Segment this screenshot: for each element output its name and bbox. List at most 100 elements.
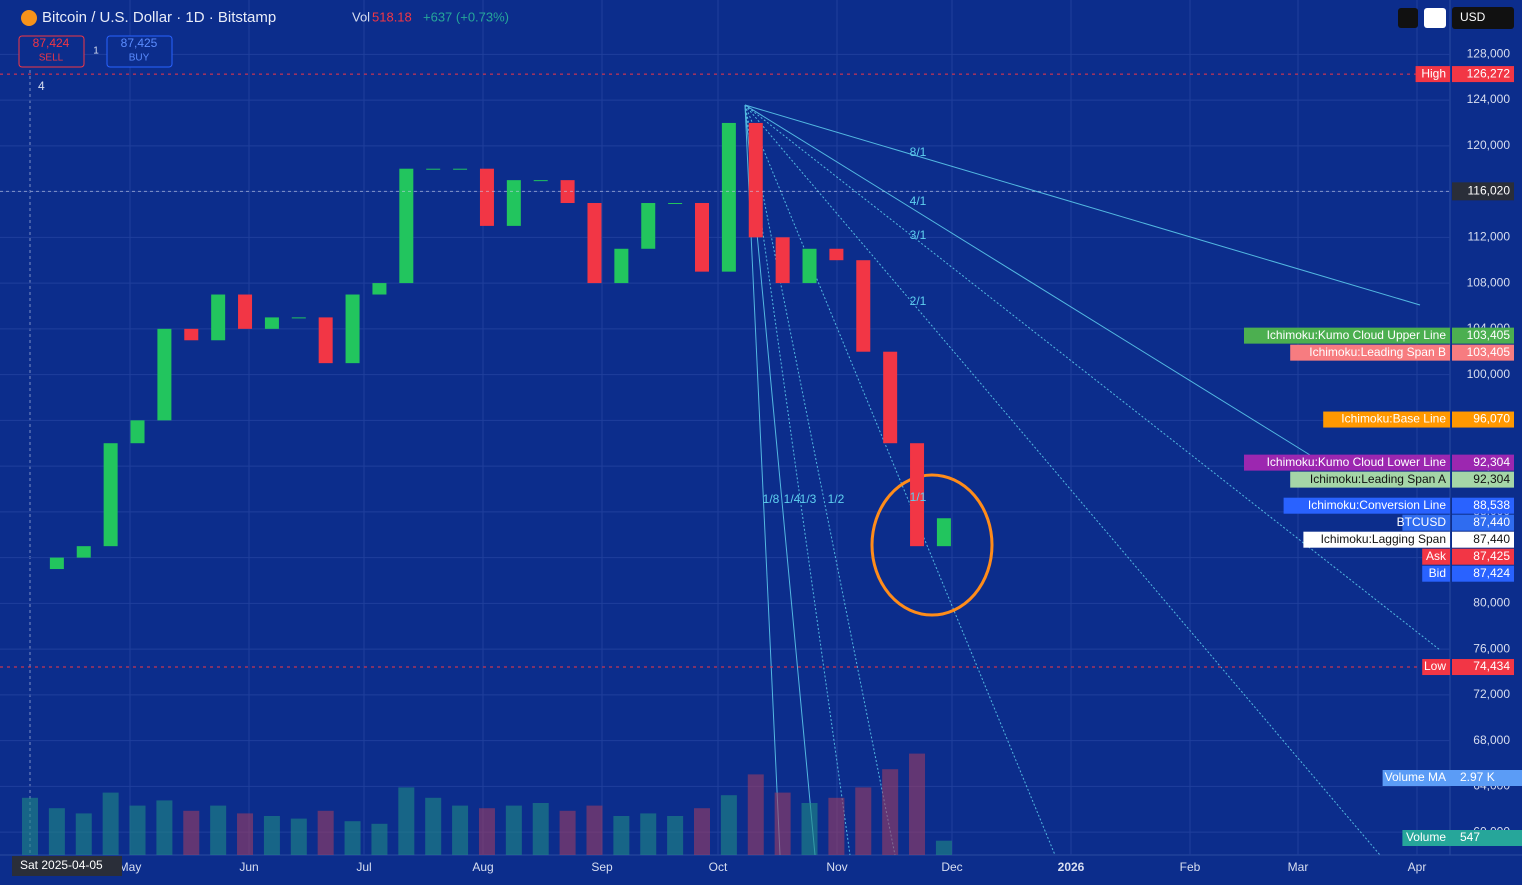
volume-bar (667, 816, 684, 855)
volume-bar (371, 823, 388, 855)
badge-label: Ichimoku:Conversion Line (1308, 498, 1446, 512)
badge-value-bg (1452, 531, 1514, 548)
badge-label-bg (1283, 497, 1450, 514)
badge-label-bg (1422, 659, 1450, 676)
badge-label: BTCUSD (1397, 515, 1447, 529)
y-tick-label: 112,000 (1468, 230, 1511, 244)
volume-bar (586, 805, 603, 855)
candle-body (829, 248, 844, 261)
x-tick-label: Mar (1288, 860, 1309, 874)
y-tick-label: 100,000 (1467, 367, 1511, 381)
fan-line (744, 104, 1311, 456)
candle-body (695, 203, 709, 272)
candle-body (184, 328, 199, 341)
volume-bar (129, 805, 146, 855)
badge-value-bg (1452, 659, 1514, 676)
volume-bar (559, 810, 576, 855)
volume-bar (452, 805, 469, 855)
volume-badge-bg (1402, 830, 1522, 846)
volume-bar (640, 813, 657, 855)
volume-bar (828, 797, 845, 855)
fan-label: 4/1 (910, 194, 927, 208)
badge-value-bg (1452, 66, 1514, 83)
badge-label: Ichimoku:Leading Span B (1309, 345, 1446, 359)
volume-bar (75, 813, 92, 855)
candle-body (426, 168, 441, 170)
badge-value-bg (1452, 497, 1514, 514)
candle-body (372, 283, 387, 295)
candle-body (506, 180, 521, 226)
badge-value-bg (1452, 411, 1514, 428)
badge-label-bg (1422, 565, 1450, 582)
candle-body (560, 180, 575, 204)
badge-label: High (1421, 66, 1446, 80)
badge-value: 87,440 (1473, 532, 1510, 546)
candle-body (641, 203, 656, 249)
candle-body (399, 168, 414, 284)
candle-body (211, 294, 226, 341)
badge-label: Ichimoku:Base Line (1341, 412, 1446, 426)
indicator-count[interactable]: 4 (38, 79, 45, 93)
crosshair-price: 116,020 (1468, 184, 1511, 198)
vol-value: 518.18 (372, 9, 412, 24)
badge-value-bg (1452, 327, 1514, 344)
volume-bar (398, 787, 415, 855)
sync-button[interactable] (1424, 8, 1446, 28)
volume-badge-label: Volume MA (1385, 770, 1446, 784)
fan-label: 1/4 (784, 492, 801, 506)
candle-body (533, 180, 548, 182)
y-tick-label: 76,000 (1473, 641, 1510, 655)
badge-label-bg (1415, 66, 1450, 83)
fan-line (744, 104, 1421, 306)
volume-bar (290, 818, 307, 855)
fan-label: 1/2 (828, 492, 845, 506)
badge-value-bg (1452, 565, 1514, 582)
badge-value: 88,538 (1473, 498, 1510, 512)
volume-bar (747, 774, 764, 855)
x-tick-label: Oct (709, 860, 728, 874)
date-badge (12, 856, 122, 876)
download-button[interactable] (1398, 8, 1418, 28)
sell-label: SELL (39, 53, 64, 64)
currency: USD (1460, 10, 1486, 24)
volume-badge-bg (1382, 770, 1522, 786)
x-tick-label: 2026 (1058, 860, 1085, 874)
candle-body (910, 443, 925, 547)
volume-badge-label: Volume (1406, 830, 1446, 844)
buy-label: BUY (129, 53, 150, 64)
x-tick-label: Sep (591, 860, 613, 874)
volume-bar (210, 805, 227, 855)
volume-badge-value: 547 (1460, 830, 1480, 844)
volume-bar (532, 803, 549, 855)
fan-label: 1/3 (800, 492, 817, 506)
badge-label-bg (1244, 327, 1450, 344)
y-tick-label: 68,000 (1473, 733, 1510, 747)
volume-bar (156, 800, 173, 855)
volume-bar (855, 787, 872, 855)
x-tick-label: Jun (239, 860, 258, 874)
badge-label: Bid (1429, 566, 1446, 580)
badge-value: 87,425 (1473, 549, 1510, 563)
currency-select[interactable] (1452, 7, 1514, 29)
candle-body (883, 351, 898, 444)
crosshair-date: Sat 2025-04-05 (20, 858, 103, 872)
volume-bar (801, 803, 818, 855)
x-tick-label: May (119, 860, 142, 874)
fan-label: 3/1 (910, 228, 927, 242)
candle-body (238, 294, 253, 329)
badge-label-bg (1244, 454, 1450, 471)
candle-body (721, 122, 736, 272)
candle-body (587, 203, 602, 284)
x-tick-label: Feb (1180, 860, 1201, 874)
header: Bitcoin / U.S. Dollar · 1D · Bitstamp Vo… (18, 7, 1514, 93)
volume-bar (613, 816, 630, 855)
badge-label: Ichimoku:Kumo Cloud Upper Line (1267, 328, 1447, 342)
badge-value: 92,304 (1473, 472, 1510, 486)
badge-value-bg (1452, 514, 1514, 531)
volume-bar (425, 797, 442, 855)
y-tick-label: 124,000 (1467, 92, 1511, 106)
symbol-title: Bitcoin / U.S. Dollar · 1D · Bitstamp (42, 9, 276, 26)
buy-button[interactable] (106, 35, 173, 68)
sell-button[interactable] (18, 35, 85, 68)
